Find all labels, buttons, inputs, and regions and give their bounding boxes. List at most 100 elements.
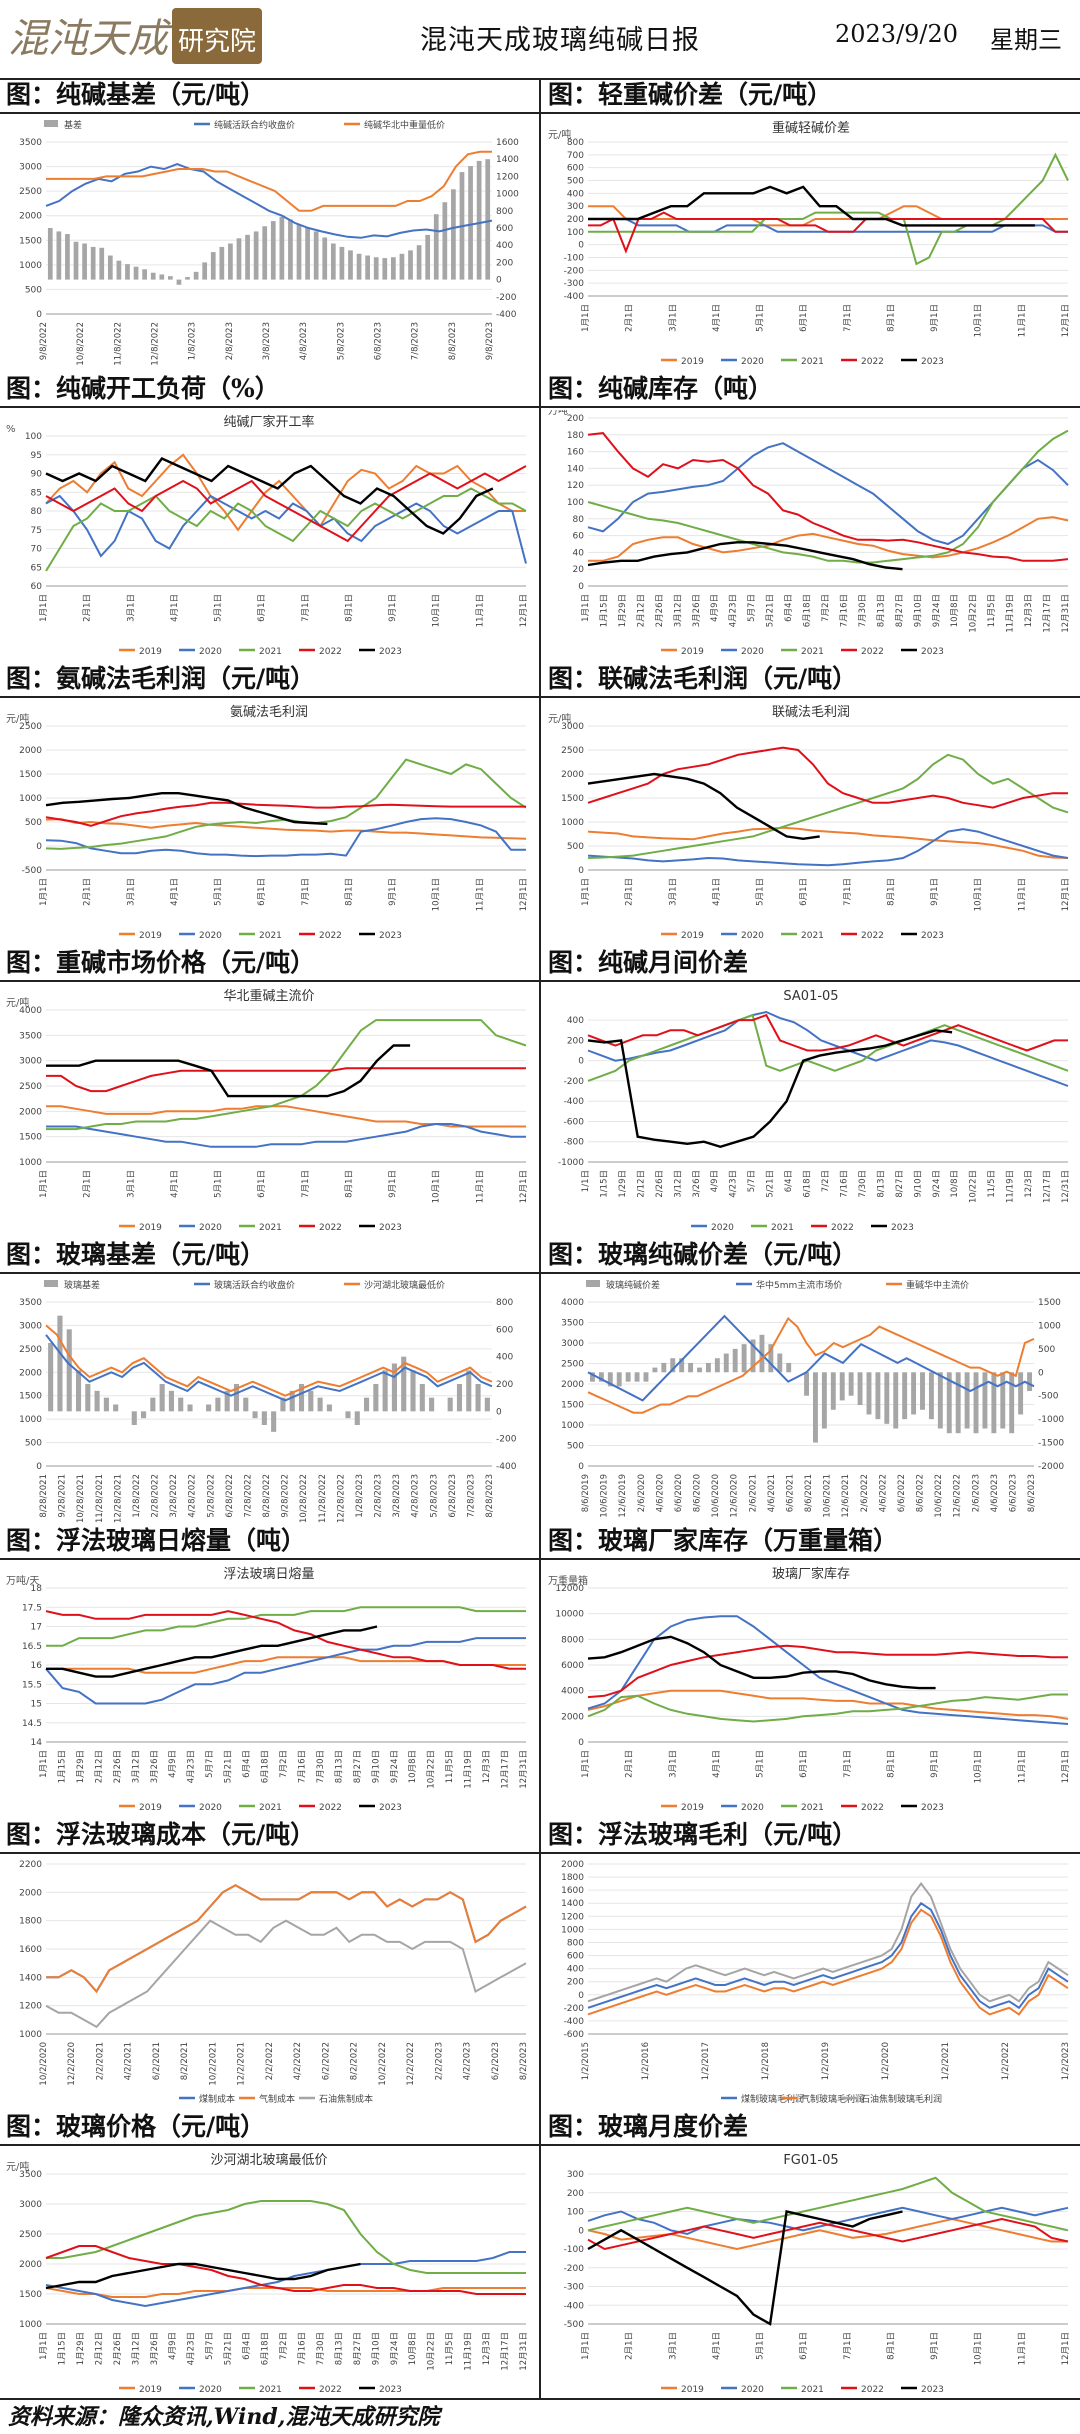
legend-label: 2021 xyxy=(259,1223,282,1233)
panel-title-p5: 图：氨碱法毛利润（元/吨） xyxy=(6,664,316,693)
legend-label: 2023 xyxy=(379,1223,402,1233)
legend-label: 2023 xyxy=(379,1803,402,1813)
bar-mark xyxy=(107,255,113,280)
x-tick-label: 11月19日 xyxy=(464,2332,474,2371)
y-tick-label: 140 xyxy=(567,464,584,474)
x-tick-label: 10/8日 xyxy=(950,1170,960,1198)
x-tick-label: 8月1日 xyxy=(886,1750,896,1778)
y-tick-label: 1400 xyxy=(19,1973,42,1983)
legend-swatch xyxy=(586,1280,600,1287)
y-axis-unit: 元/吨 xyxy=(548,128,571,141)
y-tick-label: 2000 xyxy=(19,212,42,222)
y-tick-label: 1200 xyxy=(561,1912,584,1922)
x-tick-label: 11月1日 xyxy=(1017,2332,1027,2365)
bar-mark xyxy=(261,1411,267,1425)
bar-mark xyxy=(732,1348,738,1373)
bar-mark xyxy=(607,1372,613,1387)
panel-title-p10: 图：玻璃纯碱价差（元/吨） xyxy=(548,1240,858,1269)
x-tick-label: 10/6/2019 xyxy=(600,1474,610,1518)
x-tick-label: 3/28/2023 xyxy=(392,1474,402,1518)
panel-title-p2: 图：轻重碱价差（元/吨） xyxy=(548,80,833,109)
bar-mark xyxy=(178,1397,184,1412)
y2-tick-label: -1000 xyxy=(1038,1415,1064,1425)
bar-mark xyxy=(159,274,165,280)
bar-mark xyxy=(598,1372,604,1382)
y-tick-label: 65 xyxy=(31,563,42,573)
bar-mark xyxy=(429,1397,435,1412)
series-line-2019 xyxy=(587,826,1069,859)
x-tick-label: 3/8/2023 xyxy=(262,322,272,360)
bar-mark xyxy=(253,231,259,280)
x-tick-label: 11月1日 xyxy=(1017,304,1027,337)
x-tick-label: 7月1日 xyxy=(301,878,311,906)
series-line-2023 xyxy=(587,2210,903,2326)
legend-label: 气制玻璃毛利润 xyxy=(801,2093,864,2105)
x-tick-label: 7/28/2023 xyxy=(466,1474,476,1518)
x-tick-label: 6月1日 xyxy=(799,304,809,332)
x-tick-label: 1/2/2017 xyxy=(701,2042,711,2080)
bar-mark xyxy=(466,1370,472,1412)
bar-mark xyxy=(750,1339,756,1373)
x-tick-label: 12月1日 xyxy=(519,1170,529,1203)
x-tick-label: 11/8/2022 xyxy=(113,322,123,366)
series-line-2022 xyxy=(46,1067,526,1093)
chart-title: 玻璃厂家库存 xyxy=(772,1566,850,1582)
y-tick-label: 1000 xyxy=(561,818,584,828)
y-tick-label: 2000 xyxy=(561,1380,584,1390)
legend-label: 2023 xyxy=(921,931,944,941)
x-tick-label: 9月24日 xyxy=(932,594,942,627)
series-line-2019 xyxy=(587,1689,1069,1720)
legend-label: 2019 xyxy=(681,357,704,367)
series-line-纯碱活跃合约收盘价 xyxy=(45,163,493,239)
y-tick-label: 700 xyxy=(567,151,584,161)
x-tick-label: 4月23日 xyxy=(187,2332,197,2365)
x-tick-label: 4/6/2020 xyxy=(655,1474,665,1512)
panel-title-p15: 图：玻璃价格（元/吨） xyxy=(6,2112,266,2141)
bar-mark xyxy=(590,1372,595,1382)
series-line-2020 xyxy=(587,1010,1069,1087)
y-tick-label: 100 xyxy=(567,2208,584,2218)
series-line-2022 xyxy=(587,2217,1069,2251)
x-tick-label: 4/6/2021 xyxy=(767,1474,777,1512)
x-tick-label: 1月29日 xyxy=(618,594,628,627)
x-tick-label: 5月1日 xyxy=(756,2332,766,2360)
x-tick-label: 10月22日 xyxy=(427,2332,437,2371)
y-tick-label: 1600 xyxy=(19,1945,42,1955)
x-tick-label: 9/28/2022 xyxy=(281,1474,291,1518)
y-axis-unit: 元/吨 xyxy=(6,712,29,725)
x-tick-label: 6/2/2021 xyxy=(152,2042,162,2080)
bar-mark xyxy=(308,1390,314,1412)
bar-mark xyxy=(345,1411,351,1419)
series-line-2020 xyxy=(587,828,1069,867)
x-tick-label: 9/28/2021 xyxy=(58,1474,68,1518)
bar-mark xyxy=(348,250,353,280)
y-tick-label: -200 xyxy=(564,2004,585,2014)
chart-c10: 0 500 1000 1500 2000 2500 3000 3500 4000 -2000 -15… xyxy=(544,1276,1078,1526)
x-tick-label: 5月7日 xyxy=(205,2332,215,2360)
legend-label: 2020 xyxy=(199,1223,222,1233)
x-tick-label: 2月12日 xyxy=(94,2332,104,2365)
x-tick-label: 8/2/2021 xyxy=(180,2042,190,2080)
y-tick-label: 75 xyxy=(31,526,42,536)
bar-mark xyxy=(456,1384,463,1412)
bar-mark xyxy=(839,1372,845,1401)
bar-mark xyxy=(866,1372,872,1415)
series-line-2021 xyxy=(587,1693,1068,1723)
bar-mark xyxy=(768,1344,774,1373)
panel-title-p6: 图：联碱法毛利润（元/吨） xyxy=(548,664,858,693)
report-date: 2023/9/20 xyxy=(835,20,959,48)
x-tick-label: 3月1日 xyxy=(668,878,678,906)
bar-mark xyxy=(920,1372,925,1410)
bar-mark xyxy=(133,266,139,280)
y-tick-label: 2000 xyxy=(19,746,42,756)
x-tick-label: 2/12日 xyxy=(636,1170,646,1198)
bar-mark xyxy=(991,1372,997,1434)
x-tick-label: 5月1日 xyxy=(756,878,766,906)
x-tick-label: 2月26日 xyxy=(655,594,665,627)
bar-mark xyxy=(280,1397,286,1412)
y-tick-label: -300 xyxy=(564,2283,585,2293)
x-tick-label: 2/28/2023 xyxy=(374,1474,384,1518)
legend-label: 2022 xyxy=(319,1803,342,1813)
x-tick-label: 6/6/2021 xyxy=(785,1474,795,1512)
x-tick-label: 9月1日 xyxy=(930,878,940,906)
